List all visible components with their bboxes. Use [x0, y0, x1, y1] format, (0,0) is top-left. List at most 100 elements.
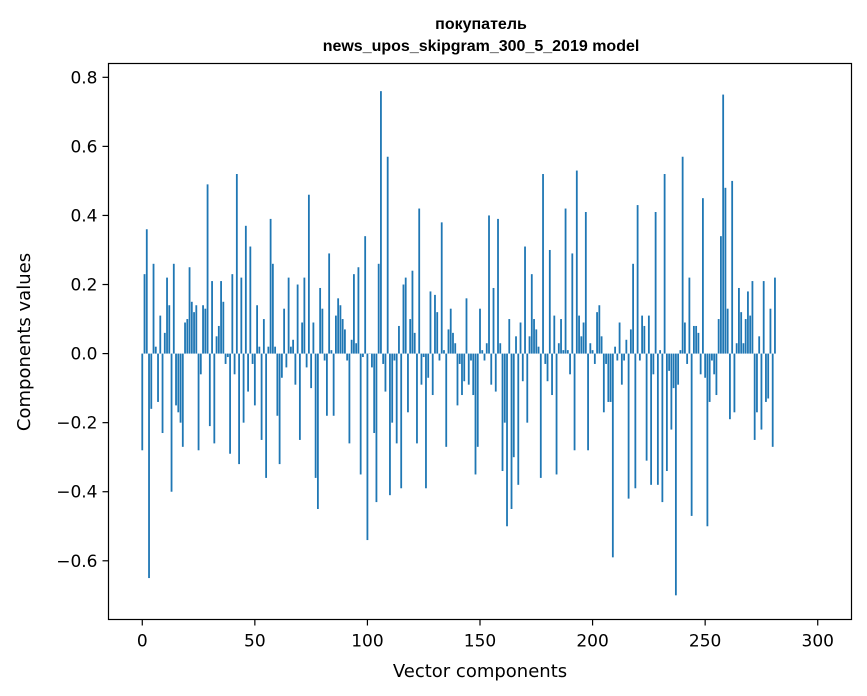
bar: [377, 263, 380, 354]
bar: [726, 308, 729, 354]
bar: [186, 319, 189, 354]
bar: [312, 322, 315, 354]
bar: [501, 353, 504, 472]
bar: [422, 353, 425, 358]
bar: [159, 315, 162, 354]
x-tick-label: 100: [351, 632, 383, 652]
bar: [470, 353, 472, 361]
bar: [616, 353, 619, 361]
bar: [172, 263, 175, 354]
bar: [285, 353, 288, 368]
bar: [677, 353, 680, 385]
bar: [551, 353, 553, 396]
bar: [605, 353, 607, 364]
bar: [517, 353, 520, 485]
bar: [706, 353, 709, 527]
bar: [744, 319, 747, 354]
bar: [569, 353, 571, 375]
bar: [175, 353, 177, 406]
chart-title-word: покупатель: [435, 16, 527, 33]
bar: [292, 339, 295, 354]
bar: [474, 353, 477, 475]
y-tick-label: −0.4: [56, 483, 97, 503]
bar: [729, 353, 731, 420]
bar: [472, 353, 475, 396]
bar: [359, 353, 362, 475]
bar: [280, 353, 283, 378]
bar: [548, 249, 551, 354]
bar: [524, 246, 526, 354]
bar: [188, 267, 191, 354]
bar: [497, 218, 499, 354]
bar: [742, 343, 745, 354]
bar: [546, 353, 549, 382]
bar: [353, 274, 355, 354]
bar: [683, 322, 686, 354]
bar: [771, 353, 774, 447]
bar: [535, 329, 538, 354]
bar: [391, 353, 394, 423]
bar: [704, 353, 707, 378]
bar: [584, 212, 587, 354]
y-tick-label: 0.6: [70, 137, 97, 157]
bar: [756, 353, 758, 413]
bar: [226, 353, 229, 358]
bar: [235, 174, 238, 354]
bar: [537, 346, 540, 354]
bar: [429, 291, 432, 354]
bar: [310, 353, 313, 389]
bar: [143, 274, 146, 354]
bar: [301, 322, 304, 354]
bar: [350, 339, 353, 354]
bar: [145, 229, 148, 354]
bar: [544, 353, 547, 364]
bar: [420, 353, 423, 385]
bar: [220, 281, 222, 354]
y-axis-label: Components values: [14, 253, 35, 431]
bar: [688, 277, 691, 354]
bar: [150, 353, 153, 409]
x-tick-label: 300: [802, 632, 834, 652]
bar: [659, 350, 662, 354]
bar: [479, 308, 481, 354]
bar: [508, 319, 511, 354]
bar: [398, 325, 400, 354]
bar: [332, 353, 335, 416]
y-tick-label: 0.4: [70, 206, 97, 226]
bar: [593, 353, 596, 364]
bar: [197, 353, 200, 451]
bar: [303, 277, 306, 354]
chart-title-model: news_upos_skipgram_300_5_2019 model: [323, 38, 640, 55]
bar: [274, 346, 277, 354]
bar: [206, 184, 209, 354]
bar: [654, 212, 657, 354]
bar: [753, 353, 756, 440]
bar: [366, 353, 369, 541]
bar: [181, 353, 184, 447]
bar: [445, 353, 448, 447]
bar: [321, 308, 324, 354]
bar: [623, 353, 625, 361]
bar: [341, 319, 344, 354]
bar: [758, 336, 761, 354]
bar: [656, 353, 659, 485]
bar: [695, 325, 698, 354]
bar: [316, 353, 319, 509]
bar: [632, 263, 634, 354]
bar: [253, 353, 256, 406]
y-tick-label: 0.2: [70, 276, 97, 296]
bar: [733, 353, 736, 413]
bar: [452, 332, 454, 354]
bar: [512, 353, 515, 458]
bar: [166, 277, 168, 354]
bar: [307, 194, 310, 354]
bar: [211, 281, 213, 354]
bar: [587, 353, 589, 451]
bar: [652, 353, 655, 375]
bar: [636, 205, 639, 354]
bar: [555, 353, 558, 475]
bar: [769, 308, 772, 354]
bar: [557, 343, 560, 354]
bar: [762, 281, 765, 354]
